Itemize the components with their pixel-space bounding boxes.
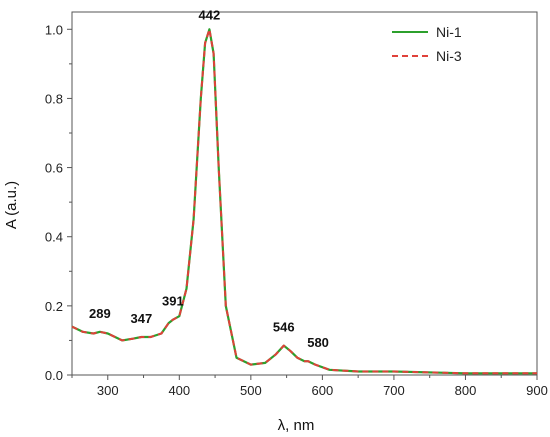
y-tick-label: 1.0 xyxy=(45,22,63,37)
y-tick-label: 0.8 xyxy=(45,91,63,106)
x-tick-label: 300 xyxy=(97,383,119,398)
axes: 300 400 500 600 700 800 900 0.0 0.2 0.4 0.6 0.8 1.0 xyxy=(45,11,548,398)
peak-label-546: 546 xyxy=(273,320,295,335)
x-tick-label: 400 xyxy=(168,383,190,398)
peak-label-347: 347 xyxy=(131,311,153,326)
series-line-ni-3 xyxy=(71,28,537,375)
x-tick-label: 600 xyxy=(312,383,334,398)
x-tick-label: 900 xyxy=(526,383,548,398)
y-tick-label: 0.0 xyxy=(45,368,63,383)
legend: Ni-1 Ni-3 xyxy=(392,24,462,64)
x-axis-title: λ, nm xyxy=(278,417,315,434)
y-tick-label: 0.2 xyxy=(45,299,63,314)
legend-label-ni-1: Ni-1 xyxy=(436,24,462,40)
peak-label-391: 391 xyxy=(162,294,184,309)
plot-frame xyxy=(71,11,538,376)
x-tick-label: 800 xyxy=(455,383,477,398)
y-tick-label: 0.6 xyxy=(45,161,63,176)
x-tick-label: 500 xyxy=(240,383,262,398)
peak-label-580: 580 xyxy=(307,335,329,350)
y-tick-label: 0.4 xyxy=(45,230,63,245)
legend-label-ni-3: Ni-3 xyxy=(436,48,462,64)
y-axis-title: A (a.u.) xyxy=(3,181,20,229)
peak-label-442: 442 xyxy=(199,7,221,22)
x-tick-label: 700 xyxy=(383,383,405,398)
peak-label-289: 289 xyxy=(89,306,111,321)
series-layer xyxy=(71,28,537,375)
annotation-layer: 289 347 391 442 546 580 xyxy=(89,7,329,350)
